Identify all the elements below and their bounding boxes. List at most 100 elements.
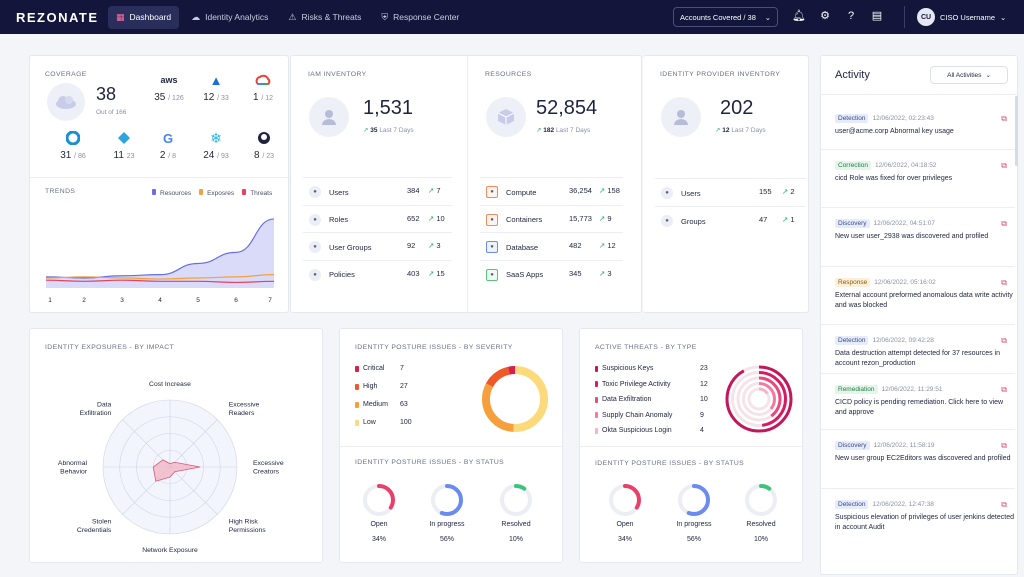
nav-identity-analytics[interactable]: ☁ Identity Analytics [183, 6, 276, 29]
vendor-gcp[interactable]: 1 / 12 [243, 72, 283, 103]
idp-delta: ↗ 12 Last 7 Days [715, 126, 766, 134]
inventory-row-iam[interactable]: ● Roles [309, 213, 348, 226]
inventory-row-iam[interactable]: ● Users [309, 186, 349, 198]
vendor-azure-total: / 33 [217, 95, 229, 102]
external-link-icon[interactable]: ⧉ [1001, 336, 1007, 345]
vendor-okta[interactable]: 31 / 86 [53, 130, 93, 161]
trend-up-icon: ↗ [782, 215, 789, 224]
severity-swatch [355, 401, 359, 408]
activity-time: 12/06/2022, 12:47:38 [872, 501, 934, 508]
severity-row[interactable]: Medium [355, 401, 388, 408]
activity-item[interactable]: Detection 12/06/2022, 12:47:38 Suspicious… [835, 498, 1015, 533]
vendor-okta-total: / 86 [74, 153, 86, 160]
vendor-github[interactable]: 8 / 23 [244, 130, 284, 161]
row-value: 652 [407, 213, 420, 223]
severity-row[interactable]: Low [355, 419, 376, 426]
row-label: Groups [681, 216, 706, 226]
external-link-icon[interactable]: ⧉ [1001, 114, 1007, 123]
bell-icon[interactable]: 🔔︎ [792, 10, 806, 22]
inventory-row-iam[interactable]: ● User Groups [309, 241, 372, 253]
threat-row[interactable]: Okta Suspicious Login [595, 427, 672, 434]
activity-item[interactable]: Remediation 12/06/2022, 11:29:51 CICD pol… [835, 383, 1015, 418]
threat-row[interactable]: Toxic Privilege Activity [595, 381, 670, 388]
iam-title: IAM INVENTORY [308, 71, 367, 78]
vendor-snowflake[interactable]: ❄ 24 / 93 [196, 130, 236, 162]
iam-row-icon: ● [309, 268, 321, 281]
status-right-title: IDENTITY POSTURE ISSUES - BY STATUS [595, 460, 744, 467]
user-menu[interactable]: CU CISO Username ⌄ [917, 8, 1006, 26]
inventory-row-iam[interactable]: ● Policies [309, 268, 355, 281]
vendor-diamond[interactable]: 11 23 [104, 130, 144, 161]
activity-filter-select[interactable]: All Activities ⌄ [930, 66, 1008, 84]
inventory-row-idp[interactable]: ● Users [661, 187, 701, 199]
severity-label: Critical [363, 365, 385, 372]
nav-risks-threats[interactable]: ⚠ Risks & Threats [280, 6, 369, 29]
activity-item[interactable]: Detection 12/06/2022, 09:42:28 Data destr… [835, 334, 1015, 369]
threat-row[interactable]: Supply Chain Anomaly [595, 412, 672, 419]
activity-tag: Discovery [835, 219, 870, 228]
activity-item[interactable]: Response 12/06/2022, 05:16:02 External ac… [835, 276, 1015, 311]
iam-row-icon: ● [309, 241, 321, 253]
inventory-row-resources[interactable]: ● Database [486, 241, 538, 253]
accounts-select[interactable]: Accounts Covered / 38 ⌄ [673, 7, 778, 27]
ring-value [609, 484, 641, 516]
activity-item[interactable]: Correction 12/06/2022, 04:18:52 cicd Role… [835, 159, 1015, 184]
status-pct: 10% [753, 536, 768, 543]
trend-up-icon: ↗ [715, 127, 721, 134]
status-label: Resolved [501, 521, 531, 528]
help-icon[interactable]: ? [847, 10, 855, 22]
document-icon[interactable]: ▤ [871, 10, 883, 22]
resources-row-icon: ● [486, 186, 498, 198]
trend-up-icon: ↗ [599, 213, 606, 223]
avatar: CU [917, 8, 935, 26]
radar-axis-label-line: Readers [229, 410, 255, 417]
external-link-icon[interactable]: ⧉ [1001, 385, 1007, 394]
external-link-icon[interactable]: ⧉ [1001, 219, 1007, 228]
scrollbar[interactable] [1015, 96, 1018, 166]
inventory-row-idp[interactable]: ● Groups [661, 215, 706, 227]
trend-up-icon: ↗ [536, 127, 542, 134]
activity-item[interactable]: Discovery 12/06/2022, 11:58:19 New user g… [835, 439, 1015, 464]
severity-label: Medium [363, 401, 388, 408]
logo[interactable]: REZONATE [16, 9, 99, 25]
activity-item[interactable]: Discovery 12/06/2022, 04:51:07 New user u… [835, 217, 1015, 242]
activity-panel: Activity All Activities ⌄ Detection 12/06/… [820, 55, 1019, 575]
activity-tag: Detection [835, 500, 869, 509]
gear-icon[interactable]: ⚙ [820, 10, 830, 22]
iam-delta-value: 35 [370, 127, 378, 134]
legend-threats: Threats [250, 190, 273, 197]
activity-item[interactable]: Detection 12/06/2022, 02:23:43 user@acme.… [835, 112, 1015, 137]
activity-text: user@acme.corp Abnormal key usage [835, 128, 954, 135]
vendor-google[interactable]: G 2 / 8 [148, 130, 188, 162]
ring-value [678, 484, 710, 516]
activity-tag: Response [835, 278, 871, 287]
inventory-row-resources[interactable]: ● Containers [486, 213, 542, 226]
vendor-azure[interactable]: ▲ 12 / 33 [196, 72, 236, 104]
vendor-aws[interactable]: aws 35 / 126 [149, 72, 189, 103]
severity-row[interactable]: Critical [355, 365, 384, 372]
nav-dashboard[interactable]: ▦ Dashboard [108, 5, 180, 29]
radar-spoke [169, 419, 218, 468]
row-delta: ↗ 10 [428, 214, 445, 223]
nav-response-center[interactable]: ⛨ Response Center [373, 6, 467, 29]
divider [480, 204, 623, 206]
threat-row[interactable]: Suspicious Keys [595, 365, 653, 372]
iam-delta-label: Last 7 Days [379, 127, 414, 134]
radar-axis-label: Excessive Creators [253, 460, 284, 476]
inventory-row-resources[interactable]: ● Compute [486, 186, 536, 198]
external-link-icon[interactable]: ⧉ [1001, 500, 1007, 509]
x-tick-label: 4 [158, 297, 162, 304]
external-link-icon[interactable]: ⧉ [1001, 278, 1007, 287]
divider [303, 204, 452, 206]
row-delta: ↗ 15 [428, 269, 445, 278]
severity-swatch [355, 419, 359, 426]
external-link-icon[interactable]: ⧉ [1001, 161, 1007, 170]
resources-title: RESOURCES [485, 71, 532, 78]
inventory-row-resources[interactable]: ● SaaS Apps [486, 268, 543, 281]
threat-row[interactable]: Data Exfiltration [595, 396, 651, 403]
resources-delta-label: Last 7 Days [555, 127, 591, 134]
severity-row[interactable]: High [355, 383, 377, 390]
external-link-icon[interactable]: ⧉ [1001, 441, 1007, 450]
resources-delta: ↗ 182 Last 7 Days [536, 126, 590, 134]
vendor-snowflake-total: / 93 [217, 153, 229, 160]
